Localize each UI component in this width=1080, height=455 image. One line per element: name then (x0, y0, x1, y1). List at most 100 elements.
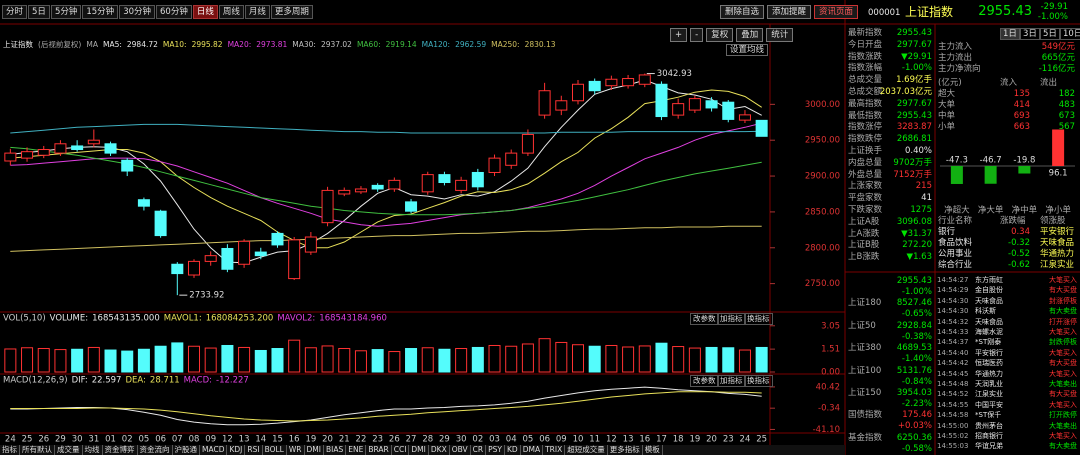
panel-button[interactable]: 换指标 (744, 313, 773, 325)
volume-bar (722, 347, 735, 373)
panel-button[interactable]: 改参数 (690, 313, 719, 325)
indicator-tab[interactable]: DMI (304, 445, 324, 455)
x-tick-label: 15 (272, 435, 283, 445)
indicator-tab[interactable]: 资金流向 (137, 445, 173, 455)
panel-button[interactable]: 加指标 (717, 313, 746, 325)
indicator-tab[interactable]: CCI (391, 445, 410, 455)
indicator-tab[interactable]: MACD (200, 445, 228, 455)
settings-button[interactable]: 设置均线 (725, 44, 768, 56)
x-tick-label: 29 (55, 435, 66, 445)
volume-bar (688, 347, 701, 373)
ma-label: MA10: (162, 40, 187, 49)
flow-header: (亿元) (938, 78, 962, 88)
panel-button[interactable]: 换指标 (744, 375, 773, 387)
candle-body (71, 145, 84, 151)
indicator-tab[interactable]: 超短成交量 (565, 445, 608, 455)
top-button[interactable]: 添加提醒 (767, 5, 812, 19)
indicator-tab[interactable]: 成交量 (55, 445, 83, 455)
indicator-tab[interactable]: WR (286, 445, 305, 455)
volume-bar (221, 344, 234, 373)
chart-title: 上证指数 (3, 40, 33, 49)
candle-body (21, 151, 34, 159)
indicator-tab[interactable]: 均线 (82, 445, 103, 455)
period-tab[interactable]: 60分钟 (156, 5, 192, 19)
period-tab[interactable]: 周线 (218, 5, 244, 19)
tick-stock: 江泉实业 (975, 390, 1003, 399)
x-tick-label: 26 (38, 435, 49, 445)
chart-tool[interactable]: 统计 (766, 28, 794, 42)
chart-tool[interactable]: 叠加 (736, 28, 764, 42)
flow-bar-category: 净大单 (978, 205, 1004, 216)
flow-tab[interactable]: 10日 (1060, 28, 1080, 40)
indicator-tab[interactable]: RSI (245, 445, 263, 455)
chart-tool[interactable]: 复权 (706, 28, 734, 42)
indicator-tab[interactable]: 更多指标 (607, 445, 643, 455)
indicator-tab[interactable]: OBV (449, 445, 471, 455)
indicator-tab[interactable]: BRAR (366, 445, 392, 455)
panel-button[interactable]: 加指标 (717, 375, 746, 387)
indicator-tab[interactable]: KD (505, 445, 521, 455)
panel-title: VOL(5,10) (3, 314, 46, 324)
flow-header: 流出 (1040, 78, 1058, 88)
panel-legend-label: DEA: (125, 376, 145, 386)
info-label: 总成交量 (848, 75, 883, 86)
candle-body (87, 139, 100, 145)
indicator-tab[interactable]: BOLL (262, 445, 287, 455)
info-value: 1.69亿手 (896, 75, 932, 86)
info-value: 2977.67 (896, 39, 932, 50)
indicator-tab[interactable]: 指标 (0, 445, 20, 455)
index-pct: -0.38% (901, 331, 932, 342)
indicator-tab[interactable]: 所有默认 (20, 445, 55, 455)
flow-tab[interactable]: 5日 (1040, 28, 1060, 40)
top-button[interactable]: 删除自选 (720, 5, 765, 19)
period-tab[interactable]: 30分钟 (119, 5, 156, 19)
tick-stock: 金自股份 (975, 286, 1003, 295)
indicator-tab[interactable]: 资金博弈 (102, 445, 138, 455)
info-label: 上证B股 (848, 240, 880, 251)
flow-value: 665亿元 (1041, 53, 1075, 63)
period-tab[interactable]: 5分钟 (50, 5, 82, 19)
flow-bar (1052, 129, 1065, 166)
indicator-tab[interactable]: DMA (520, 445, 544, 455)
indicator-tab[interactable]: BIAS (323, 445, 347, 455)
x-tick-label: 03 (489, 435, 500, 445)
y-tick-label: 2850.00 (805, 207, 840, 217)
indicator-tab[interactable]: CR (470, 445, 487, 455)
sector-leader: 平安银行 (1040, 227, 1075, 237)
period-tab[interactable]: 5日 (28, 5, 50, 19)
flow-tab[interactable]: 1日 (1000, 28, 1020, 40)
indicator-tab[interactable]: DKX (428, 445, 450, 455)
x-tick-label: 16 (289, 435, 300, 445)
panel-button[interactable]: 改参数 (690, 375, 719, 387)
candle-body (555, 100, 568, 111)
indicator-tab[interactable]: DMI (409, 445, 429, 455)
indicator-tab[interactable]: TRIX (543, 445, 566, 455)
volume-bar (705, 346, 718, 373)
period-tab[interactable]: 更多周期 (270, 5, 313, 19)
flow-tab[interactable]: 3日 (1020, 28, 1040, 40)
top-button[interactable]: 资讯页面 (814, 5, 859, 19)
info-label: 指数涨幅 (848, 63, 883, 74)
indicator-tab[interactable]: PSY (486, 445, 505, 455)
x-tick-label: 29 (439, 435, 450, 445)
indicator-tab[interactable]: KDJ (227, 445, 246, 455)
flow-in: 414 (1013, 100, 1030, 110)
indicator-tab[interactable]: 模板 (642, 445, 663, 455)
candle-body (405, 201, 418, 212)
indicator-tab[interactable]: ENE (346, 445, 367, 455)
period-tab[interactable]: 15分钟 (82, 5, 119, 19)
period-tab[interactable]: 日线 (192, 5, 218, 19)
indicator-tab[interactable]: 沪股通 (172, 445, 200, 455)
tick-stock: 天味食品 (975, 317, 1003, 326)
info-value: 0.40% (904, 146, 932, 156)
chart-tool[interactable]: - (690, 28, 704, 42)
period-tab[interactable]: 月线 (244, 5, 270, 19)
chart-tool[interactable]: + (670, 28, 688, 42)
quote-price: 2955.43 (978, 4, 1032, 19)
period-tab[interactable]: 分时 (2, 5, 28, 19)
x-tick-label: 20 (322, 435, 333, 445)
volume-bar (388, 351, 401, 373)
x-tick-label: 23 (723, 435, 734, 445)
index-pct: -0.65% (901, 309, 932, 320)
sector-name: 食品饮料 (938, 238, 973, 248)
